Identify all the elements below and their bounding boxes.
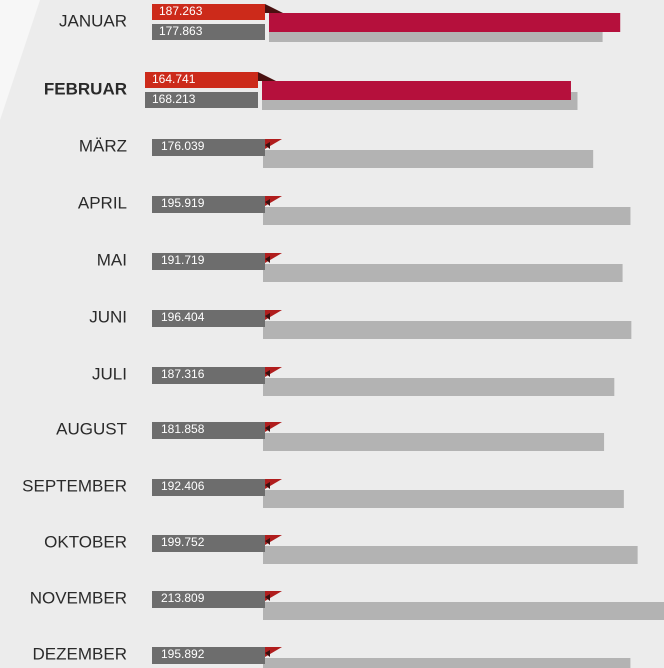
month-label: NOVEMBER: [30, 588, 127, 607]
red-bar: [269, 13, 621, 32]
gray-label-box: [145, 92, 258, 108]
gray-value-label: 177.863: [159, 24, 203, 38]
gray-bar: [263, 378, 615, 396]
corner: [258, 72, 276, 81]
gray-bar: [263, 264, 623, 282]
month-label: OKTOBER: [44, 532, 127, 551]
corner-shadow: [265, 594, 270, 601]
gray-value-label: 187.316: [161, 367, 205, 381]
gray-bar: [263, 658, 631, 668]
red-bar: [262, 81, 571, 100]
gray-bar: [263, 207, 631, 225]
gray-value-label: 168.213: [152, 92, 196, 106]
gray-bar: [263, 150, 594, 168]
month-label: MÄRZ: [79, 136, 127, 155]
gray-label-box: [152, 591, 265, 608]
red-value-label: 164.741: [152, 72, 196, 86]
gray-bar: [263, 490, 624, 508]
gray-label-box: [152, 24, 265, 40]
gray-label-box: [152, 253, 265, 270]
gray-label-box: [152, 479, 265, 496]
month-label: MAI: [97, 250, 127, 269]
background-stripe: [0, 0, 40, 120]
gray-label-box: [152, 139, 265, 156]
red-label-box: [145, 72, 258, 88]
red-label-box: [152, 4, 265, 20]
gray-bar: [263, 546, 638, 564]
gray-label-box: [152, 647, 265, 664]
gray-value-label: 195.892: [161, 647, 205, 661]
corner: [265, 4, 283, 13]
gray-bar: [263, 321, 632, 339]
gray-label-box: [152, 535, 265, 552]
gray-value-label: 195.919: [161, 196, 205, 210]
month-label: JULI: [92, 364, 127, 383]
corner-shadow: [265, 256, 270, 263]
gray-bar: [263, 433, 605, 451]
corner-shadow: [265, 370, 270, 377]
corner-shadow: [265, 538, 270, 545]
red-value-label: 187.263: [159, 4, 203, 18]
gray-value-label: 191.719: [161, 253, 205, 267]
month-label: SEPTEMBER: [22, 476, 127, 495]
corner-shadow: [265, 199, 270, 206]
month-label: FEBRUAR: [44, 79, 127, 98]
month-label: JUNI: [89, 307, 127, 326]
corner-shadow: [265, 650, 270, 657]
corner-shadow: [265, 313, 270, 320]
gray-label-box: [152, 367, 265, 384]
gray-label-box: [152, 196, 265, 213]
gray-value-label: 199.752: [161, 535, 205, 549]
corner-shadow: [265, 482, 270, 489]
month-label: APRIL: [78, 193, 127, 212]
corner-shadow: [265, 425, 270, 432]
month-label: AUGUST: [56, 419, 127, 438]
corner-shadow: [265, 142, 270, 149]
gray-value-label: 181.858: [161, 422, 205, 436]
gray-bar: [263, 602, 664, 620]
gray-value-label: 196.404: [161, 310, 205, 324]
gray-label-box: [152, 310, 265, 327]
gray-value-label: 213.809: [161, 591, 205, 605]
gray-value-label: 176.039: [161, 139, 205, 153]
month-label: DEZEMBER: [33, 644, 127, 663]
month-label: JANUAR: [59, 11, 127, 30]
gray-value-label: 192.406: [161, 479, 205, 493]
gray-label-box: [152, 422, 265, 439]
